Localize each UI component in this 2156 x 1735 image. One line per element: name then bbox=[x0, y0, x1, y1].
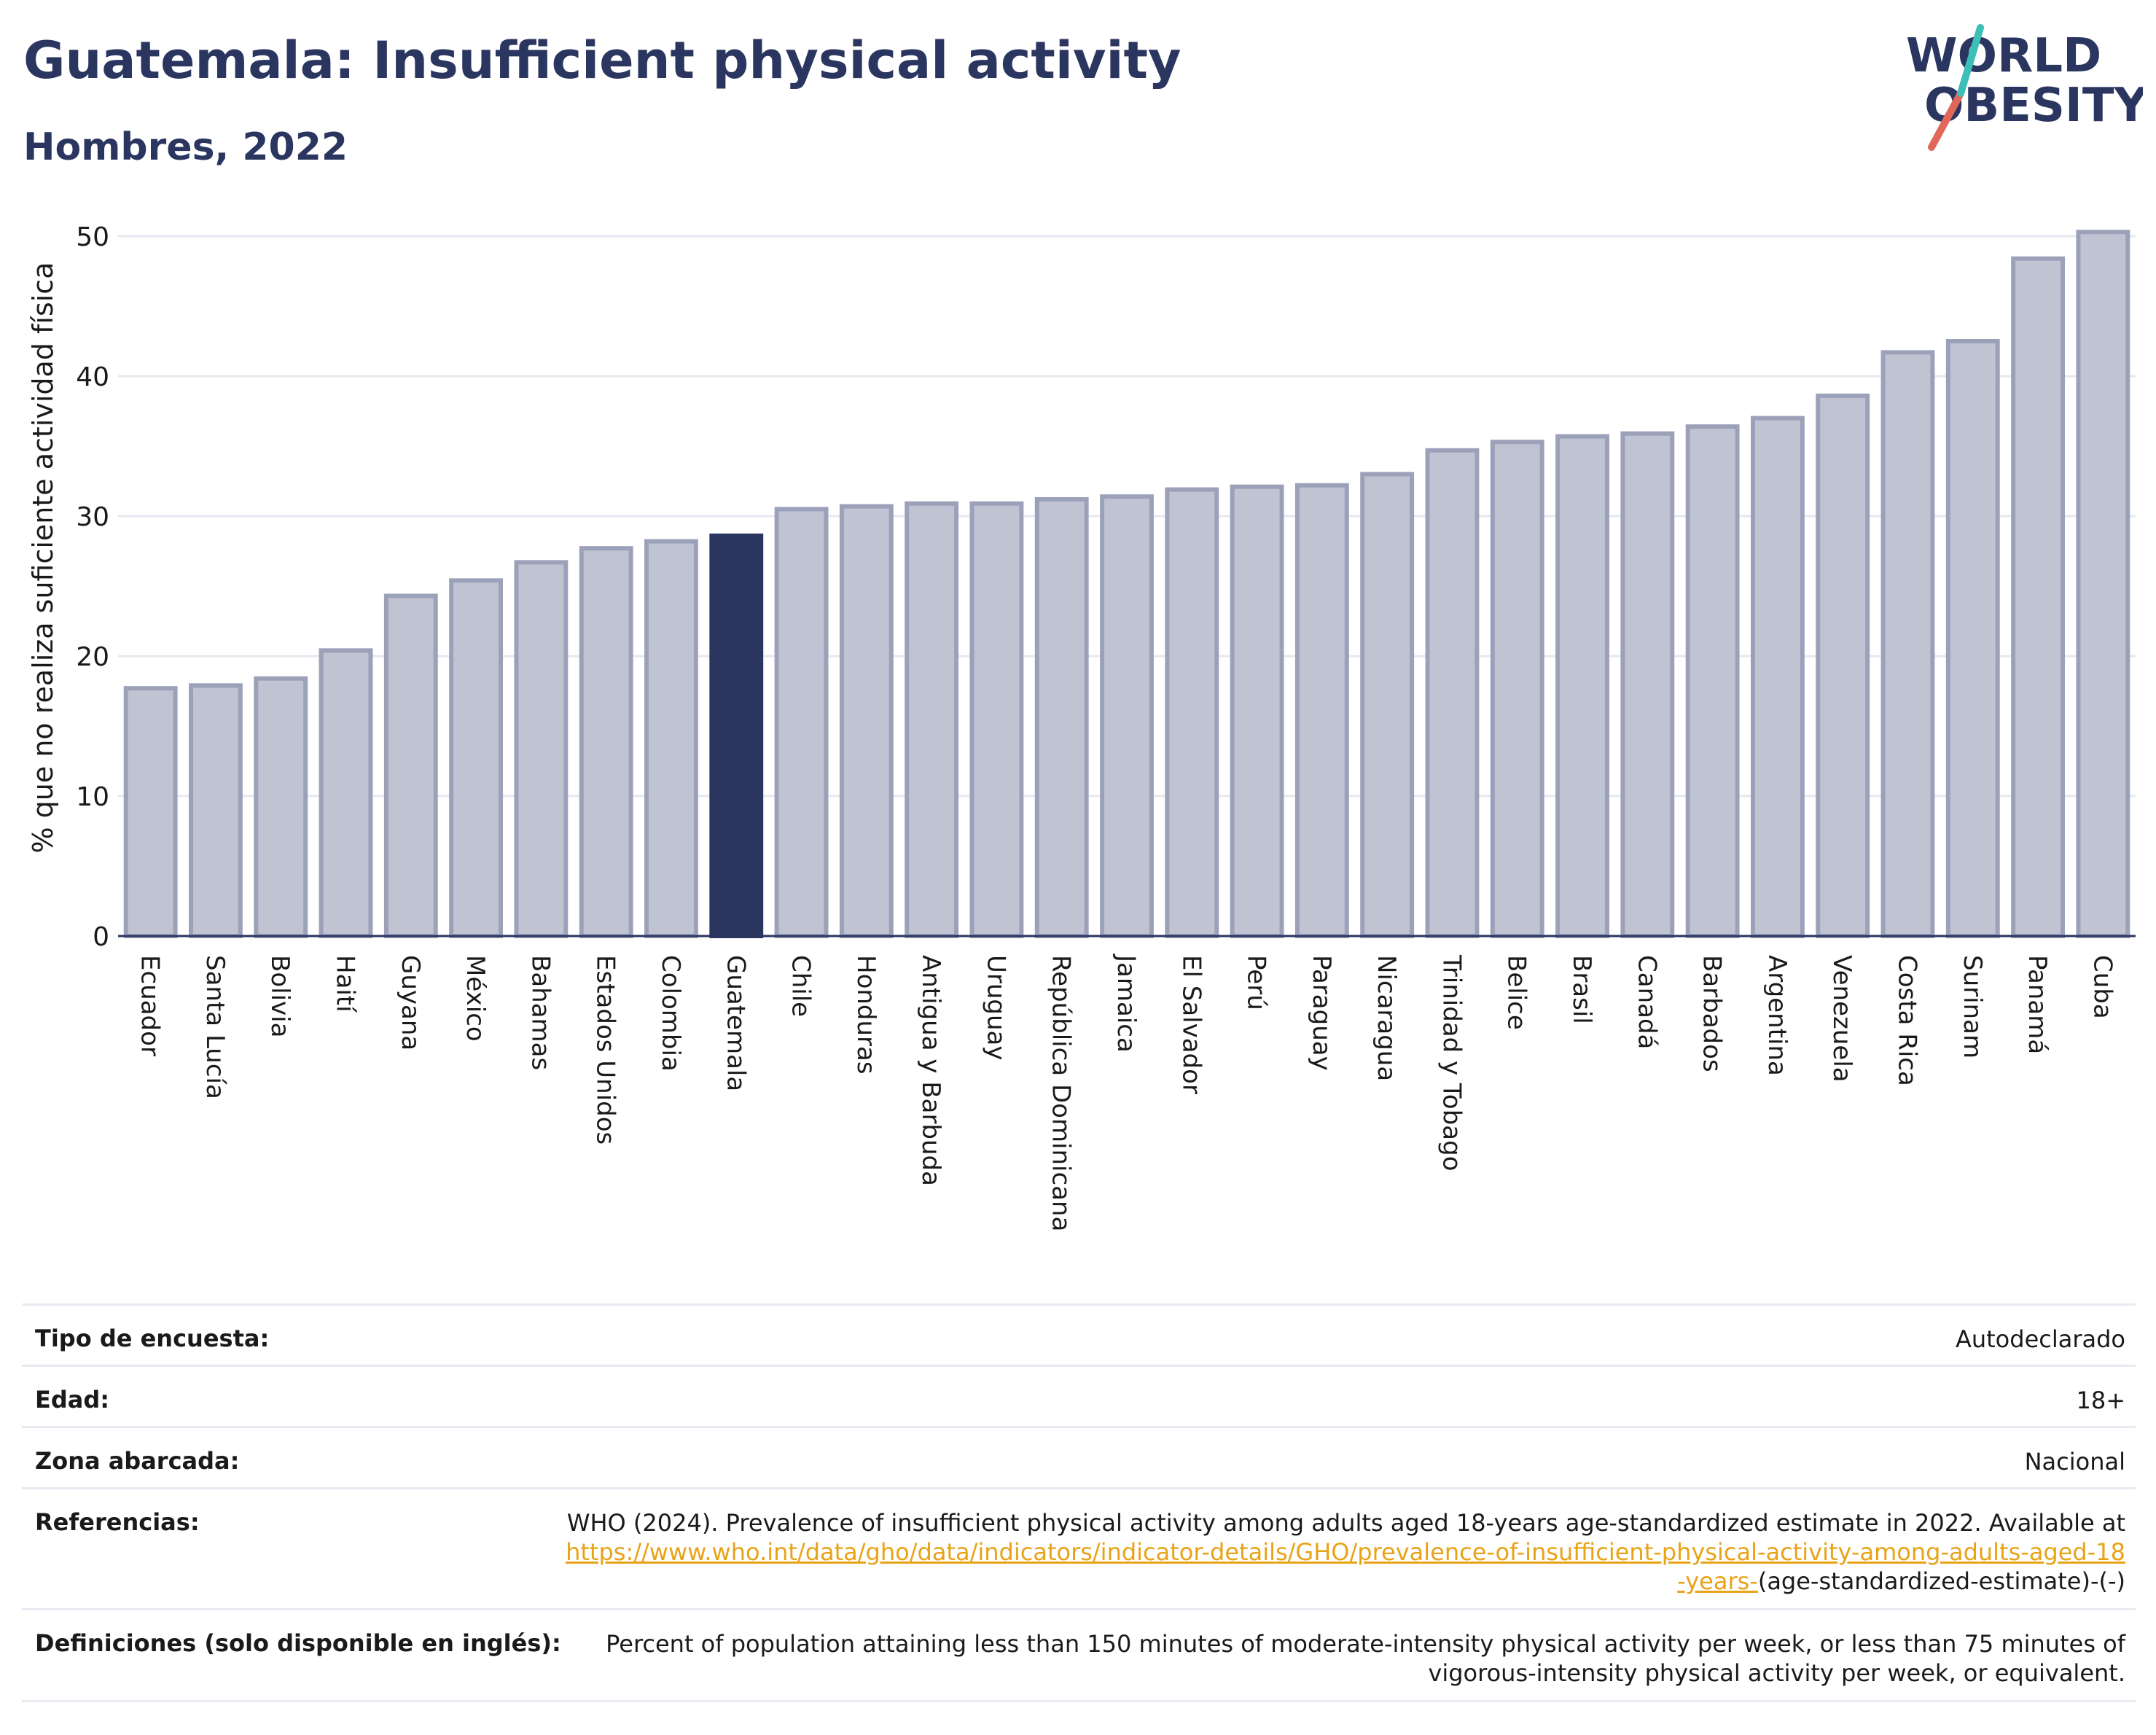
meta-label-survey: Tipo de encuesta: bbox=[35, 1325, 270, 1352]
bar bbox=[1750, 416, 1805, 938]
meta-row-references: Referencias: WHO (2024). Prevalence of i… bbox=[22, 1489, 2136, 1610]
meta-row-survey: Tipo de encuesta: Autodeclarado bbox=[22, 1306, 2136, 1367]
bar bbox=[2011, 256, 2065, 939]
x-tick-label: Canadá bbox=[1632, 955, 1661, 1049]
bar bbox=[644, 539, 698, 938]
meta-value-age: 18+ bbox=[2076, 1387, 2125, 1414]
meta-value-area: Nacional bbox=[2024, 1448, 2125, 1475]
reference-text: WHO (2024). Prevalence of insufficient p… bbox=[566, 1509, 2125, 1537]
bar bbox=[579, 546, 633, 938]
bar bbox=[383, 593, 438, 938]
meta-label-references: Referencias: bbox=[35, 1508, 200, 1536]
x-tick-label: Jamaica bbox=[1112, 954, 1141, 1053]
x-tick-label: Brasil bbox=[1567, 955, 1596, 1024]
bar bbox=[969, 501, 1024, 938]
x-tick-label: Bolivia bbox=[265, 955, 294, 1037]
bar bbox=[1230, 484, 1284, 938]
bar bbox=[319, 648, 373, 938]
y-tick-label: 20 bbox=[76, 642, 109, 672]
bar bbox=[1816, 393, 1870, 938]
bar-highlight bbox=[709, 533, 764, 938]
reference-link[interactable]: https://www.who.int/data/gho/data/indica… bbox=[566, 1538, 2125, 1595]
bar bbox=[123, 686, 178, 938]
x-axis-labels: Ecuador Santa Lucía Bolivia Haití Guyana Méxi… bbox=[136, 954, 2117, 1231]
bar bbox=[1490, 440, 1544, 938]
logo-word-1: WORLD bbox=[1906, 29, 2101, 83]
chart-title: Guatemala: Insufficient physical activit… bbox=[23, 31, 1181, 90]
meta-label-definitions: Definiciones (solo disponible en inglés)… bbox=[35, 1629, 561, 1657]
meta-value-references: WHO (2024). Prevalence of insufficient p… bbox=[566, 1508, 2125, 1596]
x-tick-label: Argentina bbox=[1762, 955, 1792, 1076]
logo-slash-red bbox=[1928, 90, 1964, 151]
meta-label-area: Zona abarcada: bbox=[35, 1447, 240, 1475]
x-tick-label: Nicaragua bbox=[1372, 955, 1401, 1081]
x-tick-label: Colombia bbox=[656, 955, 685, 1072]
x-tick-label: República Dominicana bbox=[1047, 955, 1076, 1231]
x-tick-label: Ecuador bbox=[136, 955, 165, 1056]
y-tick-label: 40 bbox=[76, 362, 109, 392]
x-tick-label: Honduras bbox=[851, 955, 880, 1075]
bar bbox=[774, 507, 829, 938]
bar bbox=[1100, 494, 1154, 938]
y-tick-label: 10 bbox=[76, 782, 109, 812]
y-tick-label: 30 bbox=[76, 502, 109, 532]
bar bbox=[449, 578, 504, 938]
bar bbox=[1425, 448, 1480, 938]
bar bbox=[1294, 483, 1349, 938]
x-tick-label: Venezuela bbox=[1827, 955, 1856, 1083]
x-tick-label: El Salvador bbox=[1176, 955, 1206, 1094]
x-tick-label: Costa Rica bbox=[1892, 955, 1921, 1086]
bar bbox=[1620, 431, 1675, 938]
meta-label-age: Edad: bbox=[35, 1386, 110, 1414]
x-tick-label: Surinam bbox=[1958, 955, 1987, 1058]
x-tick-label: Santa Lucía bbox=[200, 955, 230, 1099]
bar bbox=[189, 683, 243, 938]
meta-value-survey: Autodeclarado bbox=[1955, 1325, 2125, 1353]
chart-subtitle: Hombres, 2022 bbox=[23, 125, 348, 169]
x-tick-label: Panamá bbox=[2023, 955, 2052, 1054]
x-tick-label: Trinidad y Tobago bbox=[1437, 954, 1466, 1171]
bars bbox=[123, 230, 2130, 939]
world-obesity-logo: WORLD OBESITY bbox=[1906, 24, 2143, 151]
bar bbox=[2076, 230, 2130, 938]
meta-value-definitions: Percent of population attaining less tha… bbox=[606, 1630, 2125, 1687]
y-tick-label: 50 bbox=[76, 222, 109, 252]
bar bbox=[1555, 434, 1609, 938]
x-tick-label: Belice bbox=[1502, 955, 1531, 1030]
x-tick-label: Guatemala bbox=[721, 955, 750, 1091]
logo-slash-teal bbox=[1957, 24, 1984, 97]
x-tick-label: Chile bbox=[786, 955, 816, 1017]
bar bbox=[1360, 472, 1415, 938]
x-tick-label: Antigua y Barbuda bbox=[916, 955, 945, 1186]
x-tick-label: Cuba bbox=[2087, 955, 2117, 1019]
metadata-table: Tipo de encuesta: Autodeclarado Edad: 18… bbox=[22, 1303, 2136, 1702]
bar bbox=[1034, 496, 1089, 938]
bar bbox=[1165, 487, 1219, 938]
bar bbox=[839, 504, 894, 938]
x-tick-label: Haití bbox=[331, 955, 360, 1013]
x-tick-label: Guyana bbox=[396, 955, 425, 1050]
y-tick-label: 0 bbox=[93, 922, 109, 952]
y-axis-title: % que no realiza suficiente actividad fí… bbox=[27, 262, 59, 854]
meta-row-definitions: Definiciones (solo disponible en inglés)… bbox=[22, 1610, 2136, 1702]
bar bbox=[1685, 424, 1740, 938]
x-tick-label: Perú bbox=[1242, 955, 1271, 1010]
bar bbox=[1880, 350, 1935, 938]
meta-row-area: Zona abarcada: Nacional bbox=[22, 1428, 2136, 1489]
meta-row-age: Edad: 18+ bbox=[22, 1367, 2136, 1428]
bar bbox=[1945, 339, 2000, 938]
bar bbox=[514, 560, 569, 938]
bar bbox=[254, 676, 308, 938]
x-tick-label: Bahamas bbox=[526, 955, 555, 1070]
bar bbox=[905, 501, 959, 938]
x-tick-label: Paraguay bbox=[1307, 955, 1336, 1071]
x-tick-label: Barbados bbox=[1698, 955, 1727, 1072]
x-tick-label: Estados Unidos bbox=[591, 955, 620, 1145]
reference-suffix: (age-standardized-estimate)-(-) bbox=[1757, 1567, 2125, 1595]
x-tick-label: Uruguay bbox=[981, 955, 1010, 1061]
y-axis-ticks: 0 10 20 30 40 50 bbox=[76, 222, 109, 952]
x-tick-label: México bbox=[461, 955, 490, 1042]
bar-chart: 0 10 20 30 40 50 Ecuador Santa Lucía Bolivia Hai… bbox=[27, 222, 2136, 1231]
